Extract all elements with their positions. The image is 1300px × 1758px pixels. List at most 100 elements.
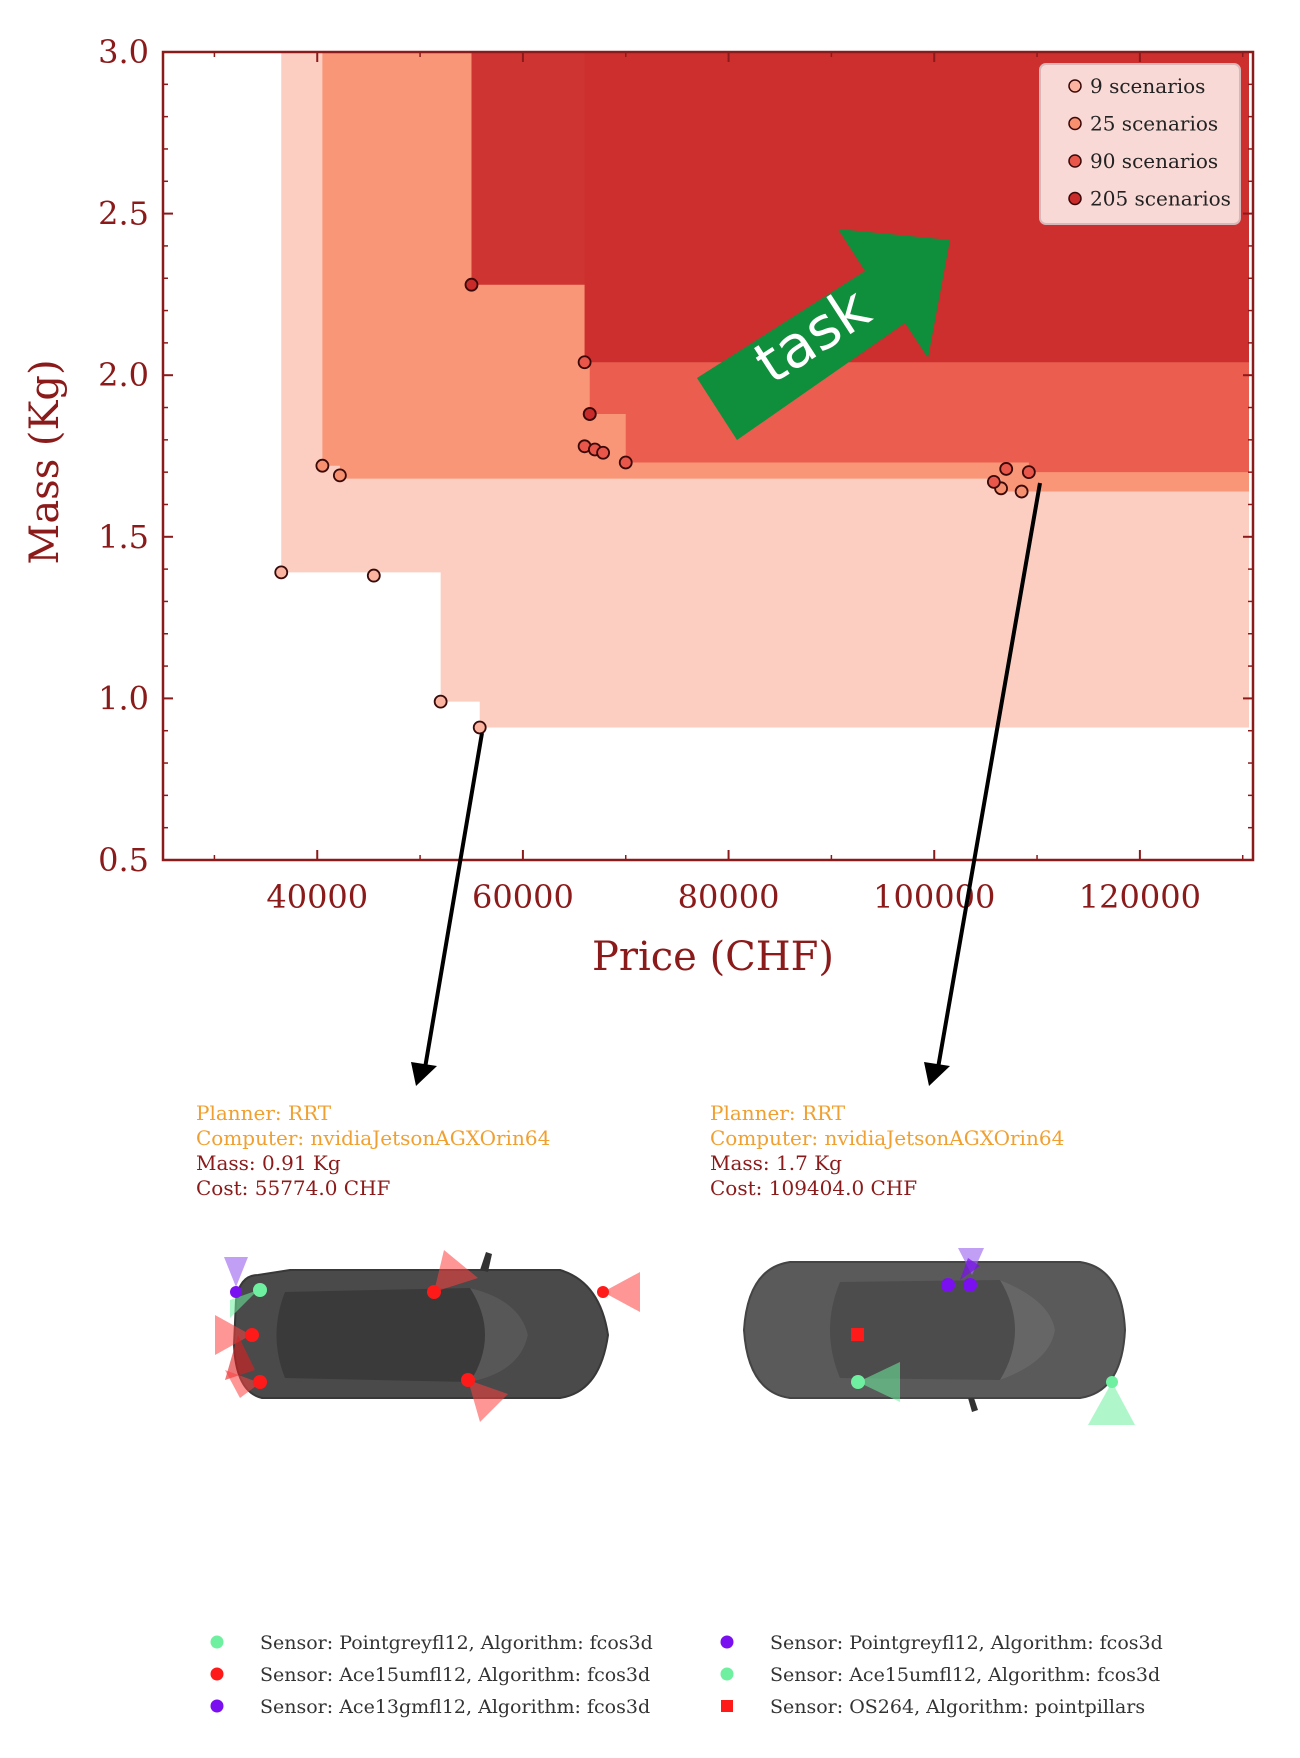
sensor-legend-marker <box>720 1667 734 1681</box>
legend: 9 scenarios 25 scenarios 90 scenarios 205 s… <box>1039 63 1241 225</box>
x-tick-label: 100000 <box>873 878 995 916</box>
data-point <box>464 277 479 292</box>
sensor-fov <box>1088 1382 1135 1425</box>
car-roof <box>276 1288 528 1382</box>
car-left <box>215 1250 640 1422</box>
task-arrow-shape <box>697 229 950 440</box>
sensor-fov <box>434 1250 478 1292</box>
sensor-marker <box>1106 1376 1118 1388</box>
y-tick-label: 1.0 <box>98 679 149 717</box>
mass-text: Mass: 1.7 Kg <box>710 1151 842 1175</box>
sensor-marker <box>941 1278 955 1292</box>
sensor-marker <box>253 1375 267 1389</box>
sensor-marker <box>851 1328 864 1341</box>
data-points <box>274 277 1036 735</box>
data-point <box>999 462 1014 476</box>
x-tick-label: 120000 <box>1079 878 1201 916</box>
data-point <box>582 407 597 421</box>
sensor-legend-marker <box>721 1700 733 1712</box>
car-windshield <box>1000 1280 1055 1380</box>
connector-arrow-left <box>423 732 484 1069</box>
car-mirror <box>968 1398 978 1412</box>
cost-text: Cost: 109404.0 CHF <box>710 1176 917 1200</box>
sensor-fov <box>468 1380 508 1422</box>
legend-marker <box>1068 116 1082 131</box>
data-point <box>618 455 633 470</box>
legend-label: 205 scenarios <box>1090 187 1231 211</box>
y-tick-label: 1.5 <box>98 518 149 556</box>
sensor-legend-label: Sensor: OS264, Algorithm: pointpillars <box>770 1696 1145 1718</box>
sensor-fov <box>603 1272 640 1312</box>
sensor-legend-label: Sensor: Ace15umfl12, Algorithm: fcos3d <box>260 1664 650 1686</box>
car-mirror <box>480 1252 492 1272</box>
legend-label: 90 scenarios <box>1090 149 1218 173</box>
sensor-marker <box>597 1286 609 1298</box>
sensor-legend-label: Sensor: Pointgreyfl12, Algorithm: fcos3d <box>260 1632 653 1654</box>
sensor-legend-marker <box>720 1635 734 1649</box>
sensor-legend-label: Sensor: Ace15umfl12, Algorithm: fcos3d <box>770 1664 1160 1686</box>
sensor-marker <box>230 1286 242 1298</box>
legend-marker <box>1068 191 1082 206</box>
sensor-fov <box>230 1290 258 1318</box>
planner-text: Planner: RRT <box>196 1101 332 1125</box>
sensor-marker <box>427 1285 441 1299</box>
sensor-fov <box>225 1335 255 1380</box>
connector-arrows <box>411 482 1042 1086</box>
sensor-fov <box>215 1315 251 1355</box>
y-tick-label: 0.5 <box>98 841 149 879</box>
data-point <box>366 568 381 583</box>
car-windshield <box>470 1288 528 1382</box>
data-point <box>332 468 347 483</box>
legend-box <box>1039 63 1241 225</box>
data-point <box>1014 484 1029 499</box>
connector-arrowhead-right <box>924 1062 950 1086</box>
planner-text: Planner: RRT <box>710 1101 846 1125</box>
data-point <box>433 694 448 709</box>
car-roof <box>830 1280 1055 1380</box>
sensor-legend-marker <box>210 1699 224 1713</box>
x-tick-label: 40000 <box>266 878 368 916</box>
data-point <box>1021 465 1036 480</box>
y-axis-title: Mass (Kg) <box>22 359 68 564</box>
y-tick-label: 3.0 <box>98 33 149 71</box>
data-point <box>986 474 1001 489</box>
sensor-legend-marker <box>210 1635 224 1649</box>
connector-arrow-right <box>936 482 1042 1069</box>
sensor-marker <box>253 1283 267 1297</box>
y-tick-label: 2.0 <box>98 356 149 394</box>
sensor-marker <box>245 1328 259 1342</box>
plot-frame <box>161 50 1255 862</box>
data-point <box>596 445 611 460</box>
computer-text: Computer: nvidiaJetsonAGXOrin64 <box>710 1126 1064 1150</box>
sensor-fov <box>225 1370 260 1398</box>
car-right <box>742 1248 1135 1425</box>
sensor-legend-label: Sensor: Ace13gmfl12, Algorithm: fcos3d <box>260 1696 650 1718</box>
sensor-marker <box>963 1278 977 1292</box>
legend-label: 25 scenarios <box>1090 112 1218 136</box>
axes: 40000 60000 80000 100000 120000 0.5 1.0 1.5 2.0 2… <box>98 33 1255 916</box>
sensor-legend-marker <box>210 1667 224 1681</box>
data-point <box>274 565 289 580</box>
sensor-fov <box>858 1362 900 1402</box>
sensor-fov <box>224 1257 248 1287</box>
data-point <box>315 458 330 473</box>
sensor-marker <box>851 1375 865 1389</box>
computer-text: Computer: nvidiaJetsonAGXOrin64 <box>196 1126 550 1150</box>
cost-text: Cost: 55774.0 CHF <box>196 1176 391 1200</box>
connector-arrowhead-left <box>411 1062 437 1086</box>
x-axis-title: Price (CHF) <box>592 934 834 980</box>
legend-label: 9 scenarios <box>1090 74 1205 98</box>
x-tick-label: 60000 <box>472 878 574 916</box>
y-tick-label: 2.5 <box>98 195 149 233</box>
sensor-fov <box>960 1258 980 1280</box>
data-point <box>577 355 592 370</box>
x-tick-label: 80000 <box>678 878 780 916</box>
mass-text: Mass: 0.91 Kg <box>196 1151 341 1175</box>
config-info-left: Planner: RRT Computer: nvidiaJetsonAGXOr… <box>196 1101 550 1200</box>
sensor-legend-label: Sensor: Pointgreyfl12, Algorithm: fcos3d <box>770 1632 1163 1654</box>
legend-marker <box>1068 154 1082 168</box>
config-info-right: Planner: RRT Computer: nvidiaJetsonAGXOr… <box>710 1101 1064 1200</box>
sensor-legend: Sensor: Pointgreyfl12, Algorithm: fcos3d… <box>210 1632 1163 1718</box>
legend-marker <box>1068 79 1082 93</box>
